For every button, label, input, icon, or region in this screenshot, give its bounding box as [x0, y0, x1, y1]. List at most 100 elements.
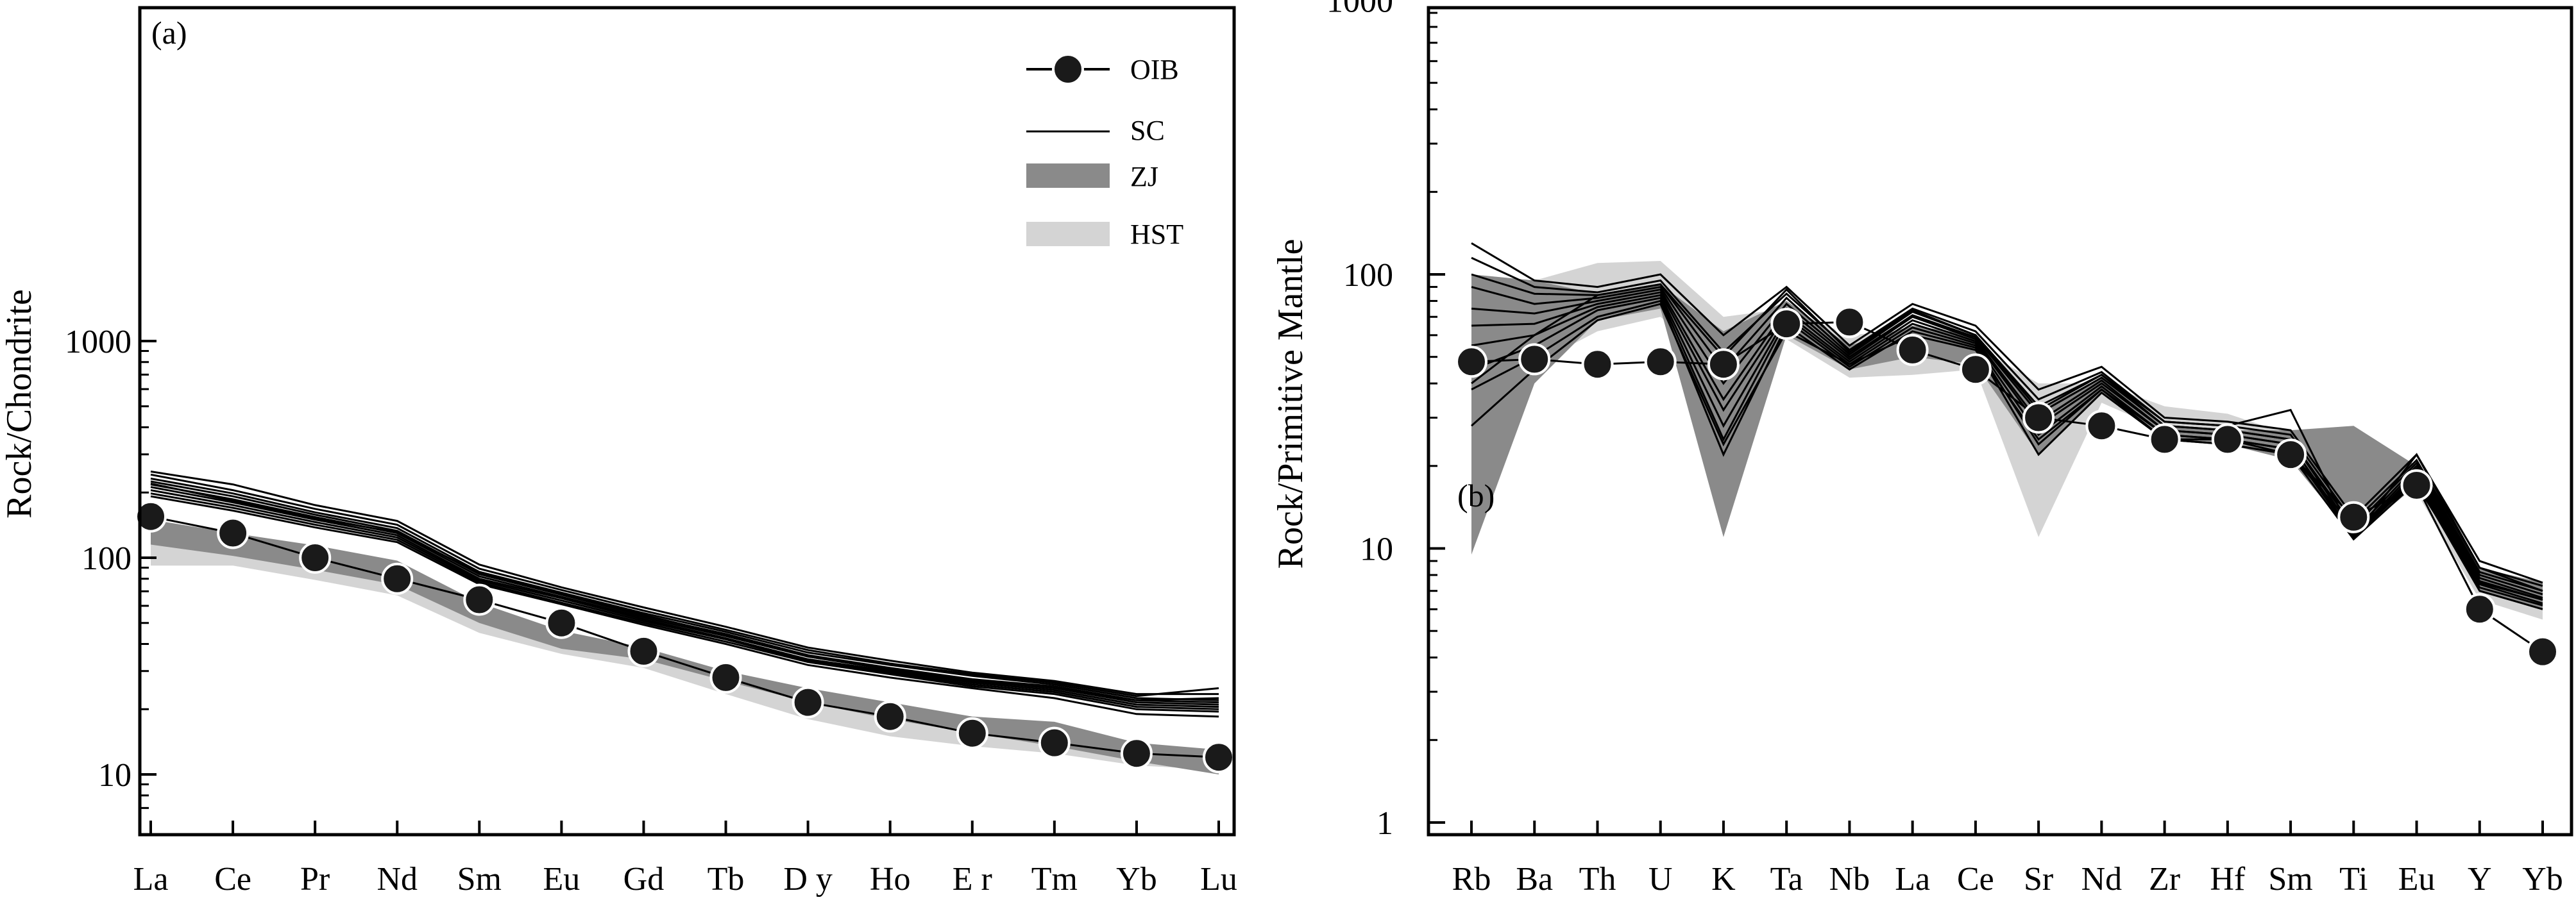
series-line-sc-6-panel-a — [150, 486, 1219, 708]
y-tick-label-1000-panel-b: 1000 — [1326, 0, 1393, 20]
y-tick-label-1-panel-b: 1 — [1377, 805, 1393, 842]
oib-point-ta-panel-b — [1770, 308, 1803, 340]
x-tick-label-lu-panel-a: Lu — [1200, 861, 1237, 898]
oib-point-yb-panel-b — [2527, 635, 2559, 668]
y-tick-label-10-panel-b: 10 — [1360, 531, 1393, 568]
x-tick-label-er-panel-a: E r — [953, 861, 992, 898]
band-hst-panel-a — [151, 540, 1219, 770]
series-line-sc-1-panel-a — [150, 471, 1219, 696]
x-tick-label-sm-panel-a: Sm — [457, 861, 502, 898]
series-line-sc-2-panel-a — [150, 473, 1219, 697]
oib-point-k-panel-b — [1707, 348, 1740, 381]
x-tick-label-zr-panel-b: Zr — [2149, 861, 2180, 898]
series-line-sc-9-panel-a — [150, 495, 1219, 718]
oib-point-y-panel-b — [2463, 593, 2496, 626]
band-zj-panel-b — [1471, 274, 2543, 610]
legend-item-hst: HST — [1026, 219, 1183, 250]
oib-point-dy-panel-a — [792, 686, 824, 719]
legend-sc-label: SC — [1130, 115, 1165, 146]
y-axis-title-a: Rock/Chondrite — [0, 289, 39, 519]
x-tick-label-la-panel-a: La — [133, 861, 169, 898]
y-axis-title-b: Rock/Primitive Mantle — [1271, 239, 1310, 569]
x-tick-label-pr-panel-a: Pr — [300, 861, 330, 898]
oib-point-yb-panel-a — [1120, 737, 1153, 770]
oib-point-ce-panel-a — [217, 517, 250, 549]
oib-point-er-panel-a — [956, 717, 988, 749]
y-tick-label-10-panel-a: 10 — [98, 757, 131, 794]
x-tick-label-yb-panel-b: Yb — [2522, 861, 2563, 898]
legend-hst-swatch — [1026, 222, 1110, 246]
oib-point-gd-panel-a — [627, 635, 660, 667]
x-tick-label-ce-panel-b: Ce — [1957, 861, 1994, 898]
x-tick-label-ho-panel-a: Ho — [870, 861, 911, 898]
oib-point-tm-panel-a — [1038, 726, 1071, 759]
oib-point-ba-panel-b — [1518, 343, 1551, 376]
x-tick-label-eu-panel-a: Eu — [543, 861, 580, 898]
x-tick-label-dy-panel-a: D y — [783, 861, 833, 898]
y-tick-label-100-panel-b: 100 — [1343, 257, 1393, 294]
oib-point-ti-panel-b — [2337, 501, 2370, 533]
panel-label-a: (a) — [151, 15, 187, 51]
plot-frame-b — [1427, 6, 2573, 837]
series-line-sc-10-panel-a — [150, 482, 1219, 701]
oib-point-sm-panel-b — [2275, 438, 2307, 471]
oib-point-la-panel-b — [1896, 333, 1929, 366]
x-tick-label-sr-panel-b: Sr — [2024, 861, 2053, 898]
series-line-sc-8-panel-a — [150, 492, 1219, 713]
legend-zj-swatch — [1026, 163, 1110, 188]
oib-point-hf-panel-b — [2211, 423, 2244, 456]
plot-frame-a — [138, 6, 1236, 837]
oib-point-tb-panel-a — [709, 661, 742, 694]
x-tick-label-ta-panel-b: Ta — [1770, 861, 1803, 898]
y-tick-label-1000-panel-a: 1000 — [65, 324, 131, 360]
series-line-sc-9-panel-b — [1471, 299, 2543, 610]
oib-point-nb-panel-b — [1833, 306, 1866, 338]
series-line-sc-7-panel-a — [150, 489, 1219, 710]
legend-item-oib: OIB — [1026, 53, 1179, 85]
x-tick-label-tb-panel-a: Tb — [708, 861, 745, 898]
oib-point-zr-panel-b — [2148, 423, 2181, 456]
band-hst-panel-b — [1471, 261, 2543, 620]
x-tick-label-nd-panel-b: Nd — [2081, 861, 2123, 898]
oib-point-ho-panel-a — [874, 700, 906, 733]
legend-oib-label: OIB — [1130, 54, 1179, 85]
oib-point-eu-panel-b — [2400, 469, 2433, 501]
legend-hst-label: HST — [1130, 219, 1183, 250]
panel-label-b: (b) — [1457, 478, 1495, 514]
oib-point-nd-panel-a — [381, 562, 414, 595]
oib-point-eu-panel-a — [545, 606, 578, 639]
x-tick-label-nd-panel-a: Nd — [377, 861, 418, 898]
legend-item-zj: ZJ — [1026, 161, 1158, 192]
series-line-sc-3-panel-a — [150, 478, 1219, 701]
legend-item-sc: SC — [1026, 115, 1165, 146]
oib-point-la-panel-a — [135, 500, 167, 533]
chart-panel-b: Rb Ba Th U K Ta Nb La Ce Sr Nd Zr Hf Sm Ti Eu Y Yb 1 10 100 1… — [1271, 0, 2573, 898]
oib-point-u-panel-b — [1644, 346, 1677, 378]
x-tick-label-ti-panel-b: Ti — [2339, 861, 2368, 898]
oib-point-lu-panel-a — [1203, 741, 1235, 774]
x-tick-label-rb-panel-b: Rb — [1452, 861, 1491, 898]
oib-point-rb-panel-b — [1455, 346, 1487, 378]
x-tick-label-la-panel-b: La — [1895, 861, 1930, 898]
oib-point-nd-panel-b — [2085, 410, 2118, 442]
x-tick-label-ba-panel-b: Ba — [1516, 861, 1553, 898]
x-tick-label-k-panel-b: K — [1711, 861, 1736, 898]
x-tick-label-eu-panel-b: Eu — [2398, 861, 2436, 898]
oib-point-th-panel-b — [1581, 348, 1614, 381]
oib-point-sr-panel-b — [2022, 401, 2055, 434]
x-tick-label-yb-panel-a: Yb — [1116, 861, 1157, 898]
x-tick-label-tm-panel-a: Tm — [1031, 861, 1078, 898]
chart-panel-a: La Ce Pr Nd Sm Eu Gd Tb D y Ho E r Tm Yb Lu101001000 … — [0, 6, 1237, 898]
x-tick-label-u-panel-b: U — [1648, 861, 1673, 898]
y-tick-label-100-panel-a: 100 — [81, 540, 131, 577]
oib-point-ce-panel-b — [1959, 353, 1992, 386]
x-tick-label-y-panel-b: Y — [2468, 861, 2492, 898]
x-tick-label-nb-panel-b: Nb — [1829, 861, 1870, 898]
legend-oib-marker — [1052, 53, 1084, 85]
x-tick-label-hf-panel-b: Hf — [2210, 861, 2246, 898]
oib-point-sm-panel-a — [463, 583, 496, 616]
x-tick-label-th-panel-b: Th — [1579, 861, 1616, 898]
legend-zj-label: ZJ — [1130, 161, 1158, 192]
x-tick-label-gd-panel-a: Gd — [623, 861, 665, 898]
